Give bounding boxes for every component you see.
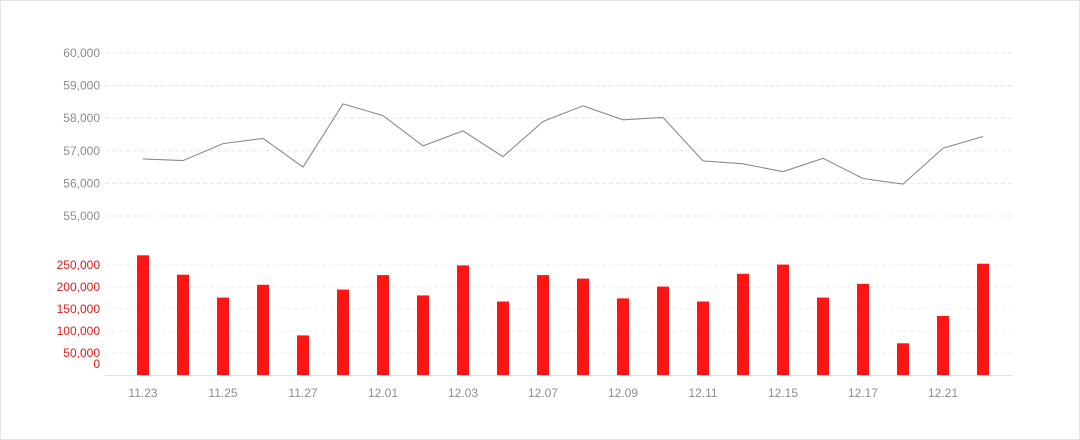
volume-bar [817,297,829,375]
price-tick-label: 59,000 [63,79,100,93]
x-tick-label: 12.01 [368,386,398,400]
x-tick-label: 11.25 [208,386,237,400]
x-tick-label: 12.17 [848,386,878,400]
volume-bar [337,289,349,375]
volume-y-axis: 050,000 100,000 150,000 200,000 250,000 [57,258,101,371]
x-tick-label: 12.09 [608,386,638,400]
volume-bar [137,255,149,375]
x-tick-label: 11.23 [128,386,157,400]
volume-bar [297,335,309,375]
volume-bar [497,301,509,375]
x-tick-label: 12.03 [448,386,478,400]
volume-tick-label: 100,000 [57,324,101,338]
volume-bar [457,265,469,375]
volume-bar [217,297,229,375]
x-tick-label: 12.11 [688,386,717,400]
volume-bar [657,286,669,375]
x-tick-label: 12.07 [528,386,558,400]
x-axis: 11.23 11.25 11.27 12.01 12.03 12.07 12.09 12.11… [128,386,958,400]
volume-bar [937,316,949,375]
volume-tick-label: 0 [93,357,100,371]
volume-bar [737,273,749,375]
volume-tick-label: 50,000 [63,346,100,360]
volume-tick-label: 150,000 [57,302,101,316]
price-tick-label: 56,000 [63,176,100,190]
volume-bar [577,278,589,375]
volume-bar [377,275,389,375]
volume-bar [897,343,909,375]
volume-bar [617,298,629,375]
volume-bar [537,275,549,375]
volume-tick-label: 250,000 [57,258,101,272]
x-tick-label: 12.21 [928,386,958,400]
x-tick-label: 12.15 [768,386,798,400]
volume-gridlines [105,264,1012,354]
price-tick-label: 58,000 [63,111,100,125]
price-tick-label: 57,000 [63,144,100,158]
volume-bar [417,295,429,375]
price-line-series [142,103,984,185]
volume-bar [777,264,789,375]
volume-bar [177,274,189,375]
volume-bars [137,255,989,375]
price-y-axis: 55,000 56,000 57,000 58,000 59,000 60,000 [63,46,100,223]
price-tick-label: 60,000 [63,46,100,60]
x-tick-label: 11.27 [288,386,317,400]
price-gridlines [105,52,1012,217]
volume-bar [857,283,869,375]
volume-bar [977,263,989,375]
price-tick-label: 55,000 [63,209,100,223]
volume-bar [697,301,709,375]
volume-tick-label: 200,000 [57,280,101,294]
volume-bar [257,284,269,375]
